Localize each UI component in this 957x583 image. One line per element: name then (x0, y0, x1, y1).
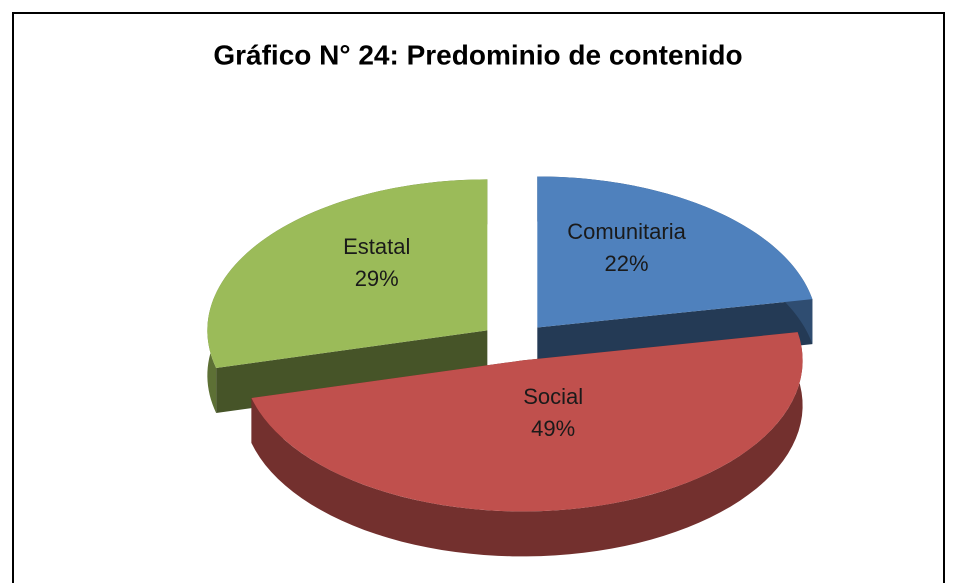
slice (251, 332, 803, 557)
slice-label: Social (523, 384, 583, 409)
slice-value-label: 29% (355, 266, 399, 291)
slice-side (216, 330, 488, 413)
slice-wall (251, 332, 803, 557)
slice-top (251, 332, 803, 512)
chart-frame (12, 12, 945, 583)
chart-title: Gráfico N° 24: Predominio de contenido (213, 39, 742, 70)
slice-top (537, 176, 813, 328)
slice-label: Estatal (343, 234, 410, 259)
slice-value-label: 22% (605, 251, 649, 276)
slice-value-label: 49% (531, 416, 575, 441)
slice-top (207, 179, 488, 368)
slice-label: Comunitaria (567, 219, 686, 244)
slice (207, 179, 488, 413)
